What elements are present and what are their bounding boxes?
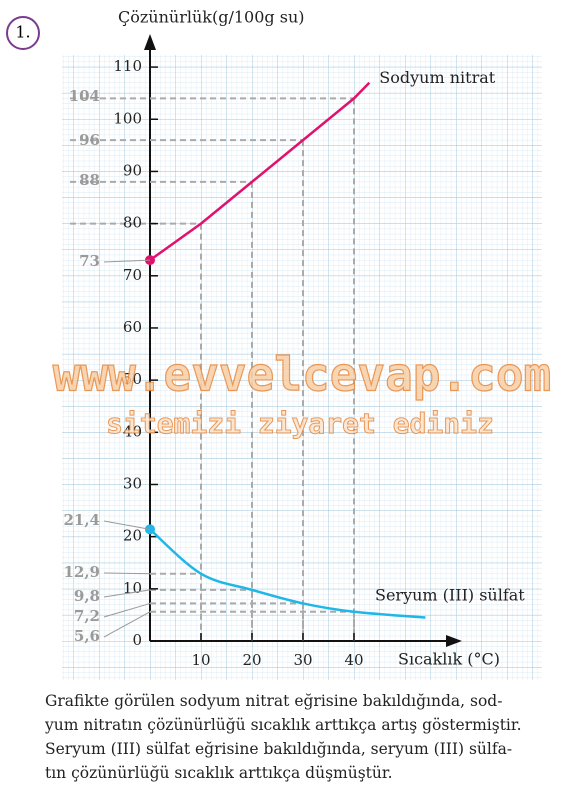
value-label: 7,2 [74, 607, 100, 625]
problem-number: 1. [15, 23, 30, 42]
series-name: Seryum (III) sülfat [375, 586, 525, 605]
value-label: 96 [79, 131, 100, 149]
y-arrow [144, 34, 156, 50]
problem-circle [6, 16, 40, 50]
y-tick-label: 40 [123, 422, 142, 440]
leader-line [103, 602, 151, 618]
x-arrow [446, 635, 462, 647]
y-tick-label: 70 [123, 266, 142, 284]
caption-line: yum nitratın çözünürlüğü sıcaklık arttık… [44, 716, 522, 734]
caption-line: tın çözünürlüğü sıcaklık arttıkça düşmüş… [45, 764, 393, 782]
x-tick-label: 10 [191, 651, 210, 669]
y-tick-label: 20 [123, 527, 142, 545]
y-tick-label: 60 [123, 318, 142, 336]
y-tick-label: 50 [123, 370, 142, 388]
y-axis-label: Çözünürlük(g/100g su) [118, 8, 304, 27]
value-label: 9,8 [74, 587, 100, 605]
y-tick-label: 0 [132, 631, 142, 649]
caption-line: Seryum (III) sülfat eğrisine bakıldığınd… [45, 740, 512, 758]
watermark-site: www.evvelcevap.com [53, 348, 552, 402]
y-tick-label: 90 [123, 161, 142, 179]
series-line [149, 528, 426, 619]
leader-line [103, 520, 151, 530]
value-label: 5,6 [74, 627, 100, 645]
x-tick-label: 20 [242, 651, 261, 669]
caption-line: Grafikte görülen sodyum nitrat eğrisine … [45, 692, 502, 710]
value-label: 104 [69, 87, 100, 105]
leader-line [103, 259, 151, 263]
value-label: 12,9 [63, 563, 100, 581]
leader-line [103, 589, 151, 598]
watermark-note: sitemizi ziyaret ediniz [106, 407, 494, 440]
x-tick-label: 40 [344, 651, 363, 669]
y-tick-label: 80 [123, 214, 142, 232]
leader-line [103, 611, 151, 638]
y-tick-label: 100 [113, 109, 142, 127]
value-label: 88 [79, 171, 100, 189]
value-label: 73 [79, 252, 100, 270]
leader-line [103, 572, 151, 575]
y-tick-label: 30 [123, 474, 142, 492]
x-tick-label: 30 [293, 651, 312, 669]
value-label: 21,4 [63, 511, 100, 529]
x-axis-label: Sıcaklık (°C) [398, 650, 500, 669]
series-name: Sodyum nitrat [379, 68, 495, 87]
y-tick-label: 110 [113, 57, 142, 75]
series-line [149, 81, 371, 262]
